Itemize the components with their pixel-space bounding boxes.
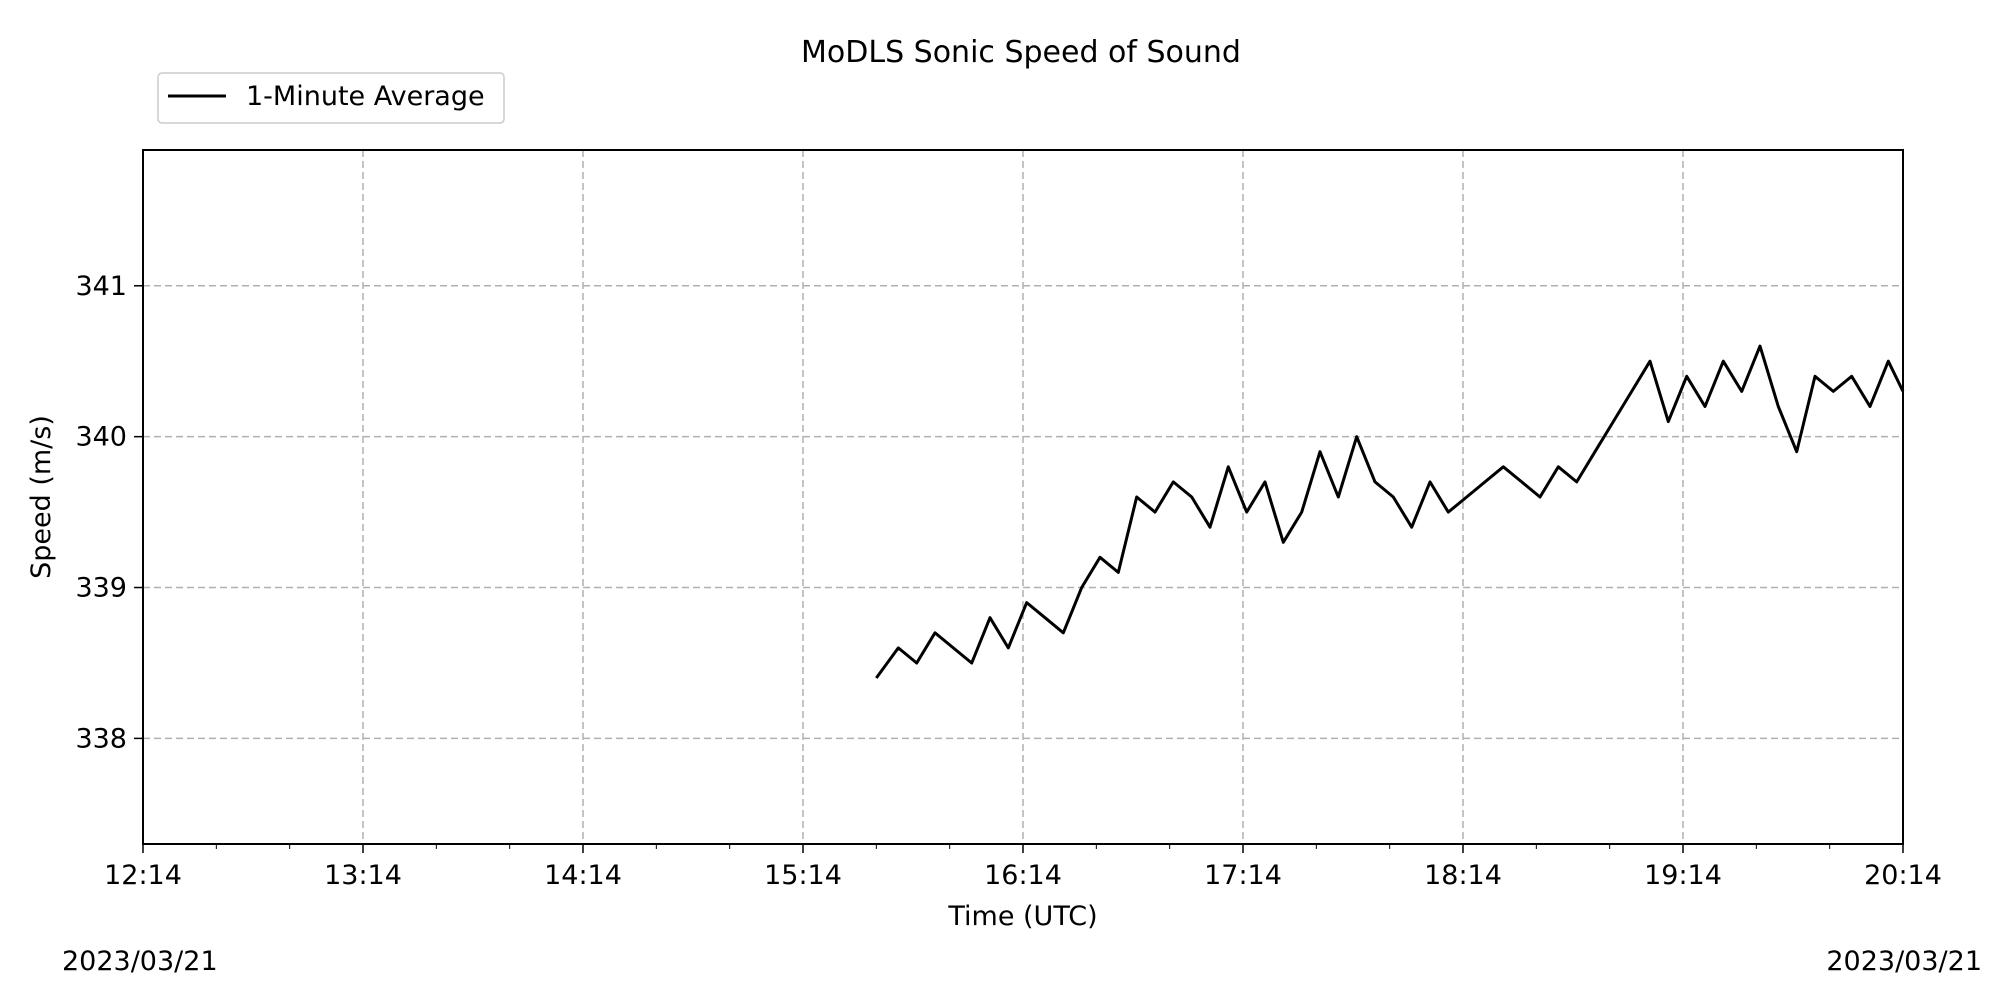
y-axis-label: Speed (m/s) (26, 415, 57, 579)
grid-lines (142, 150, 1904, 844)
y-tick-label: 341 (75, 271, 127, 302)
x-axis-label: Time (UTC) (947, 901, 1097, 932)
x-end-date-label: 2023/03/21 (1826, 946, 1982, 977)
x-tick-label: 16:14 (984, 860, 1062, 891)
y-tick-label: 340 (75, 422, 127, 453)
x-tick-label: 15:14 (764, 860, 842, 891)
x-start-date-label: 2023/03/21 (62, 946, 218, 977)
legend-label: 1-Minute Average (246, 81, 485, 112)
x-tick-label: 19:14 (1644, 860, 1722, 891)
x-tick-label: 20:14 (1864, 860, 1942, 891)
series-layer (875, 344, 1905, 679)
series-line (875, 344, 1905, 679)
x-tick-label: 14:14 (544, 860, 622, 891)
x-tick-label: 18:14 (1424, 860, 1502, 891)
x-tick-label: 12:14 (104, 860, 182, 891)
x-tick-label: 13:14 (324, 860, 402, 891)
chart-title: MoDLS Sonic Speed of Sound (801, 35, 1241, 70)
axes: 12:14 13:14 14:14 15:14 16:14 17:14 18:14 19:14… (75, 271, 1941, 891)
x-tick-label: 17:14 (1204, 860, 1282, 891)
legend-box (157, 72, 505, 124)
legend: 1-Minute Average (157, 72, 505, 124)
y-tick-label: 338 (75, 723, 127, 754)
y-tick-label: 339 (75, 573, 127, 604)
